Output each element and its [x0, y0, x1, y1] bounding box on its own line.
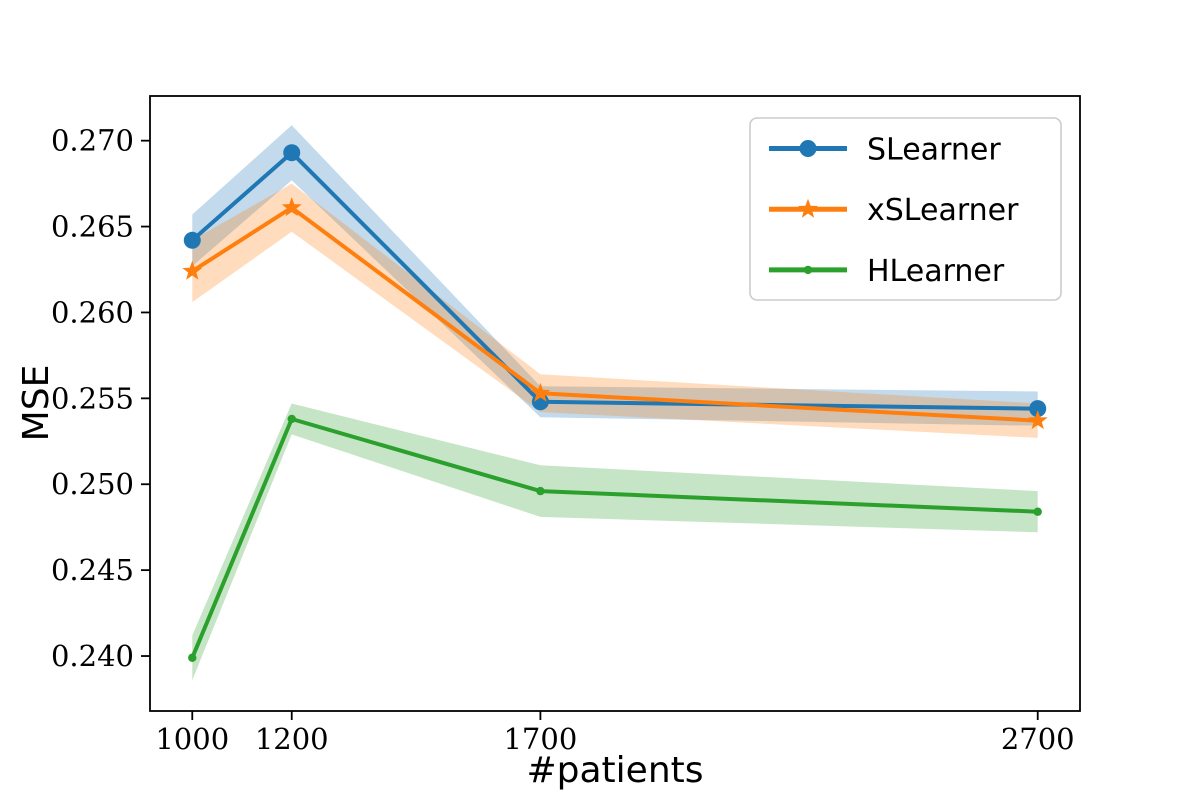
marker-hlearner: [1033, 507, 1042, 516]
legend-item-hlearner: HLearner: [769, 254, 1005, 289]
marker-slearner: [183, 231, 201, 249]
x-tick-label: 1200: [255, 722, 329, 756]
y-tick-label: 0.270: [51, 124, 134, 158]
marker-xslearner: [182, 260, 203, 280]
legend-label: HLearner: [867, 254, 1005, 289]
marker-hlearner: [287, 414, 296, 424]
axis-ticks: 0.240 0.245 0.250 0.255 0.260 0.265 0.270 1000 1…: [51, 124, 1075, 756]
y-tick-label: 0.255: [51, 381, 134, 415]
y-axis-label: MSE: [16, 365, 57, 442]
legend-item-slearner: SLearner: [769, 133, 1001, 168]
axes-frame: [149, 95, 1081, 712]
band-hlearner: [192, 403, 1038, 681]
marker-slearner: [1029, 400, 1047, 418]
marker-xslearner: [530, 382, 551, 402]
legend: SLearner xSLearner HLearner: [749, 117, 1062, 301]
y-tick-label: 0.240: [51, 639, 134, 673]
legend-marker-slearner: [799, 140, 817, 157]
legend-item-xslearner: xSLearner: [769, 193, 1019, 228]
legend-box: [749, 117, 1062, 301]
marker-hlearner: [536, 486, 545, 496]
y-tick-label: 0.265: [51, 210, 134, 244]
line-xslearner: [190, 205, 1040, 423]
y-tick-label: 0.250: [51, 467, 134, 501]
marker-xslearner: [1027, 410, 1048, 430]
legend-label: xSLearner: [867, 193, 1019, 228]
x-tick-label: 2700: [1001, 722, 1075, 756]
marker-xslearner: [281, 197, 302, 217]
y-tick-label: 0.245: [51, 553, 134, 587]
series-lines: [182, 144, 1048, 662]
confidence-bands: [192, 125, 1038, 681]
y-tick-label: 0.260: [51, 295, 134, 329]
x-tick-label: 1700: [503, 722, 577, 756]
legend-label: SLearner: [867, 133, 1001, 168]
legend-marker-hlearner: [803, 265, 813, 275]
marker-hlearner: [188, 653, 197, 662]
legend-marker-xslearner: [798, 198, 818, 218]
line-hlearner: [190, 417, 1040, 660]
band-slearner: [192, 125, 1038, 426]
x-tick-label: 1000: [155, 722, 229, 756]
x-axis-label: #patients: [526, 750, 703, 791]
marker-slearner: [283, 144, 301, 162]
band-xslearner: [192, 183, 1038, 438]
